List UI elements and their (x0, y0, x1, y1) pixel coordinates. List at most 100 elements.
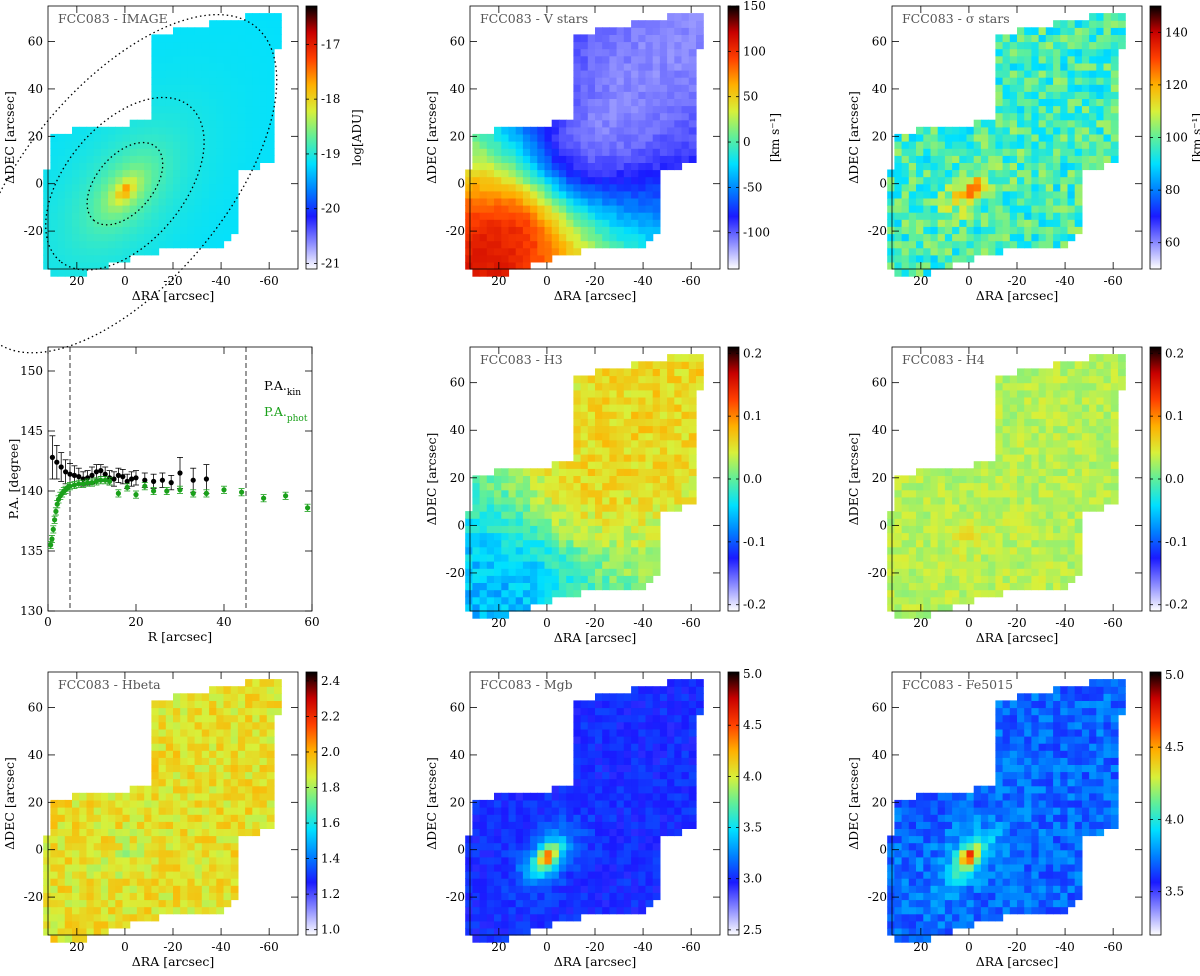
map-cell (537, 568, 546, 576)
map-cell (1060, 155, 1069, 163)
map-cell (201, 799, 210, 808)
map-cell (959, 247, 968, 256)
y-tick-label: 60 (28, 35, 43, 49)
map-cell (908, 553, 917, 562)
map-cell (57, 190, 66, 199)
map-cell (1024, 432, 1032, 441)
map-cell (100, 878, 109, 886)
map-cell (494, 568, 502, 576)
map-cell (623, 439, 632, 448)
map-cell (916, 183, 924, 192)
map-cell (587, 148, 596, 156)
map-cell (580, 212, 589, 220)
map-cell (79, 226, 88, 235)
map-cell (1081, 404, 1090, 412)
map-cell (1038, 396, 1047, 405)
map-cell (944, 561, 953, 569)
map-cell (1017, 539, 1025, 548)
map-cell (602, 475, 610, 484)
map-cell (645, 475, 654, 484)
map-cell (158, 169, 167, 178)
map-cell (537, 155, 546, 163)
map-cell (1038, 62, 1047, 71)
map-cell (887, 247, 895, 256)
map-cell (501, 169, 510, 178)
map-cell (1045, 48, 1054, 57)
map-cell (595, 446, 603, 455)
map-cell (973, 247, 982, 256)
map-cell (158, 62, 167, 71)
map-cell (952, 162, 960, 171)
map-cell (1067, 511, 1076, 519)
y-tick-label: 20 (450, 471, 465, 485)
map-cell (645, 98, 654, 107)
map-cell (995, 247, 1004, 256)
map-cell (201, 828, 210, 837)
map-cell (1081, 475, 1090, 484)
map-cell (93, 226, 102, 235)
map-cell (602, 169, 610, 178)
map-cell (245, 41, 253, 50)
map-cell (1038, 119, 1047, 128)
map-cell (558, 197, 567, 206)
map-cell (580, 190, 589, 199)
map-cell (966, 518, 975, 526)
map-cell (100, 821, 109, 829)
map-cell (609, 482, 618, 491)
map-cell (115, 892, 124, 901)
map-cell (472, 489, 481, 498)
map-cell (1009, 439, 1018, 448)
map-cell (187, 700, 196, 709)
map-cell (151, 133, 160, 142)
map-cell (595, 126, 603, 135)
map-cell (93, 871, 102, 879)
map-cell (901, 233, 910, 242)
map-cell (602, 553, 610, 562)
map-cell (194, 155, 203, 163)
data-point (52, 517, 58, 523)
map-cell (187, 219, 196, 227)
map-cell (631, 183, 639, 192)
map-cell (674, 461, 683, 469)
map-cell (1024, 169, 1032, 178)
map-cell (952, 148, 960, 156)
map-cell (966, 254, 975, 263)
map-cell (1031, 70, 1040, 78)
map-cell (623, 91, 632, 99)
map-cell (566, 532, 574, 541)
map-cell (180, 133, 188, 142)
map-cell (165, 240, 174, 249)
map-cell (1053, 518, 1061, 526)
map-cell (209, 126, 217, 135)
map-cell (1002, 84, 1011, 92)
map-cell (64, 183, 73, 192)
map-cell (696, 375, 704, 384)
map-cell (688, 48, 697, 57)
map-cell (180, 55, 188, 64)
map-cell (674, 155, 683, 163)
map-cell (1031, 511, 1040, 519)
map-cell (515, 141, 524, 149)
map-cell (901, 240, 910, 249)
map-cell (1017, 84, 1025, 92)
map-cell (1060, 77, 1069, 85)
map-cell (659, 98, 668, 107)
map-cell (194, 240, 203, 249)
map-cell (551, 148, 560, 156)
map-cell (136, 863, 145, 872)
map-cell (50, 269, 59, 277)
map-cell (1024, 411, 1032, 419)
map-cell (64, 226, 73, 235)
map-cell (472, 532, 481, 541)
map-cell (1045, 511, 1054, 519)
map-cell (93, 183, 102, 192)
map-cell (1038, 205, 1047, 213)
map-cell (595, 119, 603, 128)
map-cell (209, 55, 217, 64)
map-cell (1053, 91, 1061, 99)
map-cell (688, 98, 697, 107)
map-cell (537, 504, 546, 512)
map-cell (1031, 496, 1040, 505)
map-cell (43, 892, 51, 901)
map-cell (580, 446, 589, 455)
